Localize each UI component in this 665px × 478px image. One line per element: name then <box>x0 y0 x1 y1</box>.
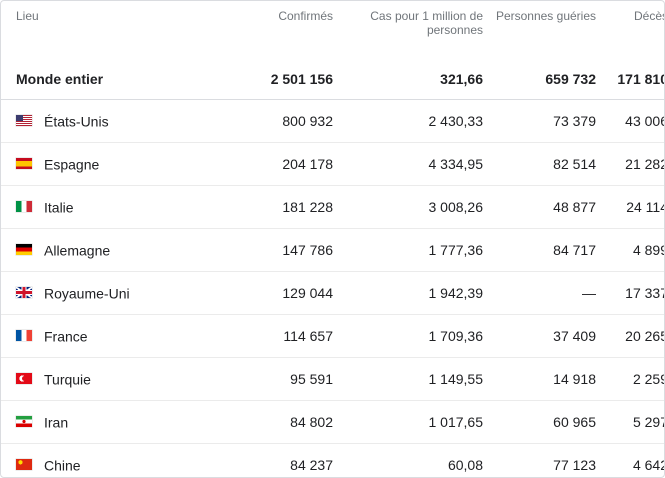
confirmed-cell: 204 178 <box>191 142 333 186</box>
world-deaths: 171 810 <box>596 59 664 100</box>
header-per-million[interactable]: Cas pour 1 million de personnes <box>370 9 483 37</box>
confirmed-cell: 84 802 <box>191 400 333 444</box>
recovered-cell: 48 877 <box>483 185 596 229</box>
header-recovered[interactable]: Personnes guéries <box>495 9 596 23</box>
per-million-cell: 2 430,33 <box>333 99 483 143</box>
per-million-cell: 4 334,95 <box>333 142 483 186</box>
table-row[interactable]: Allemagne 147 786 1 777,36 84 717 4 899 <box>1 228 664 272</box>
deaths-cell: 43 006 <box>596 99 664 143</box>
country-name: France <box>44 328 88 345</box>
recovered-cell: — <box>483 271 596 315</box>
per-million-cell: 1 942,39 <box>333 271 483 315</box>
country-name: Allemagne <box>44 242 111 259</box>
spain-flag-icon <box>16 158 32 170</box>
world-per-million: 321,66 <box>333 59 483 100</box>
recovered-cell: 77 123 <box>553 457 596 473</box>
world-confirmed: 2 501 156 <box>191 59 333 100</box>
table-row[interactable]: Turquie 95 591 1 149,55 14 918 2 259 <box>1 357 664 401</box>
world-recovered: 659 732 <box>483 59 596 100</box>
header-confirmed[interactable]: Confirmés <box>278 9 333 23</box>
table-row[interactable]: Royaume-Uni 129 044 1 942,39 — 17 337 <box>1 271 664 315</box>
deaths-cell: 5 297 <box>596 400 664 444</box>
country-name: Turquie <box>44 371 91 388</box>
per-million-cell: 1 709,36 <box>333 314 483 358</box>
country-name: Italie <box>44 199 74 216</box>
header-location[interactable]: Lieu <box>16 9 39 23</box>
world-name: Monde entier <box>1 59 191 100</box>
country-name: États-Unis <box>44 113 109 130</box>
deaths-cell: 4 642 <box>632 457 665 473</box>
confirmed-cell: 181 228 <box>191 185 333 229</box>
recovered-cell: 37 409 <box>483 314 596 358</box>
turkey-flag-icon <box>16 373 32 385</box>
per-million-cell: 1 777,36 <box>333 228 483 272</box>
country-name: Espagne <box>44 156 100 173</box>
deaths-cell: 17 337 <box>596 271 664 315</box>
recovered-cell: 60 965 <box>483 400 596 444</box>
deaths-cell: 4 899 <box>596 228 664 272</box>
table-row[interactable]: Iran 84 802 1 017,65 60 965 5 297 <box>1 400 664 444</box>
confirmed-cell: 84 237 <box>290 457 333 473</box>
italy-flag-icon <box>16 201 32 213</box>
header-deaths[interactable]: Décès <box>633 9 665 23</box>
confirmed-cell: 129 044 <box>191 271 333 315</box>
confirmed-cell: 800 932 <box>191 99 333 143</box>
deaths-cell: 20 265 <box>596 314 664 358</box>
confirmed-cell: 114 657 <box>191 314 333 358</box>
recovered-cell: 82 514 <box>483 142 596 186</box>
table-row[interactable]: Espagne 204 178 4 334,95 82 514 21 282 <box>1 142 664 186</box>
per-million-cell: 1 017,65 <box>333 400 483 444</box>
deaths-cell: 24 114 <box>596 185 664 229</box>
country-name: Chine <box>44 457 81 474</box>
table-header-row: Lieu Confirmés Cas pour 1 million de per… <box>1 1 665 59</box>
country-name: Royaume-Uni <box>44 285 130 302</box>
germany-flag-icon <box>16 244 32 256</box>
country-name: Iran <box>44 414 69 431</box>
confirmed-cell: 95 591 <box>191 357 333 401</box>
confirmed-cell: 147 786 <box>191 228 333 272</box>
recovered-cell: 14 918 <box>483 357 596 401</box>
per-million-cell: 60,08 <box>447 457 483 473</box>
deaths-cell: 21 282 <box>596 142 664 186</box>
table-row[interactable]: Chine 84 237 60,08 77 123 4 642 <box>1 444 665 478</box>
china-flag-icon <box>16 459 32 471</box>
deaths-cell: 2 259 <box>596 357 664 401</box>
uk-flag-icon <box>16 287 32 299</box>
table-row[interactable]: Italie 181 228 3 008,26 48 877 24 114 <box>1 185 664 229</box>
us-flag-icon <box>16 115 32 127</box>
france-flag-icon <box>16 330 32 342</box>
table-row[interactable]: France 114 657 1 709,36 37 409 20 265 <box>1 314 664 358</box>
recovered-cell: 84 717 <box>483 228 596 272</box>
per-million-cell: 1 149,55 <box>333 357 483 401</box>
table-row[interactable]: États-Unis 800 932 2 430,33 73 379 43 00… <box>1 99 664 143</box>
per-million-cell: 3 008,26 <box>333 185 483 229</box>
world-total-row[interactable]: Monde entier 2 501 156 321,66 659 732 17… <box>1 59 664 100</box>
recovered-cell: 73 379 <box>483 99 596 143</box>
iran-flag-icon <box>16 416 32 428</box>
